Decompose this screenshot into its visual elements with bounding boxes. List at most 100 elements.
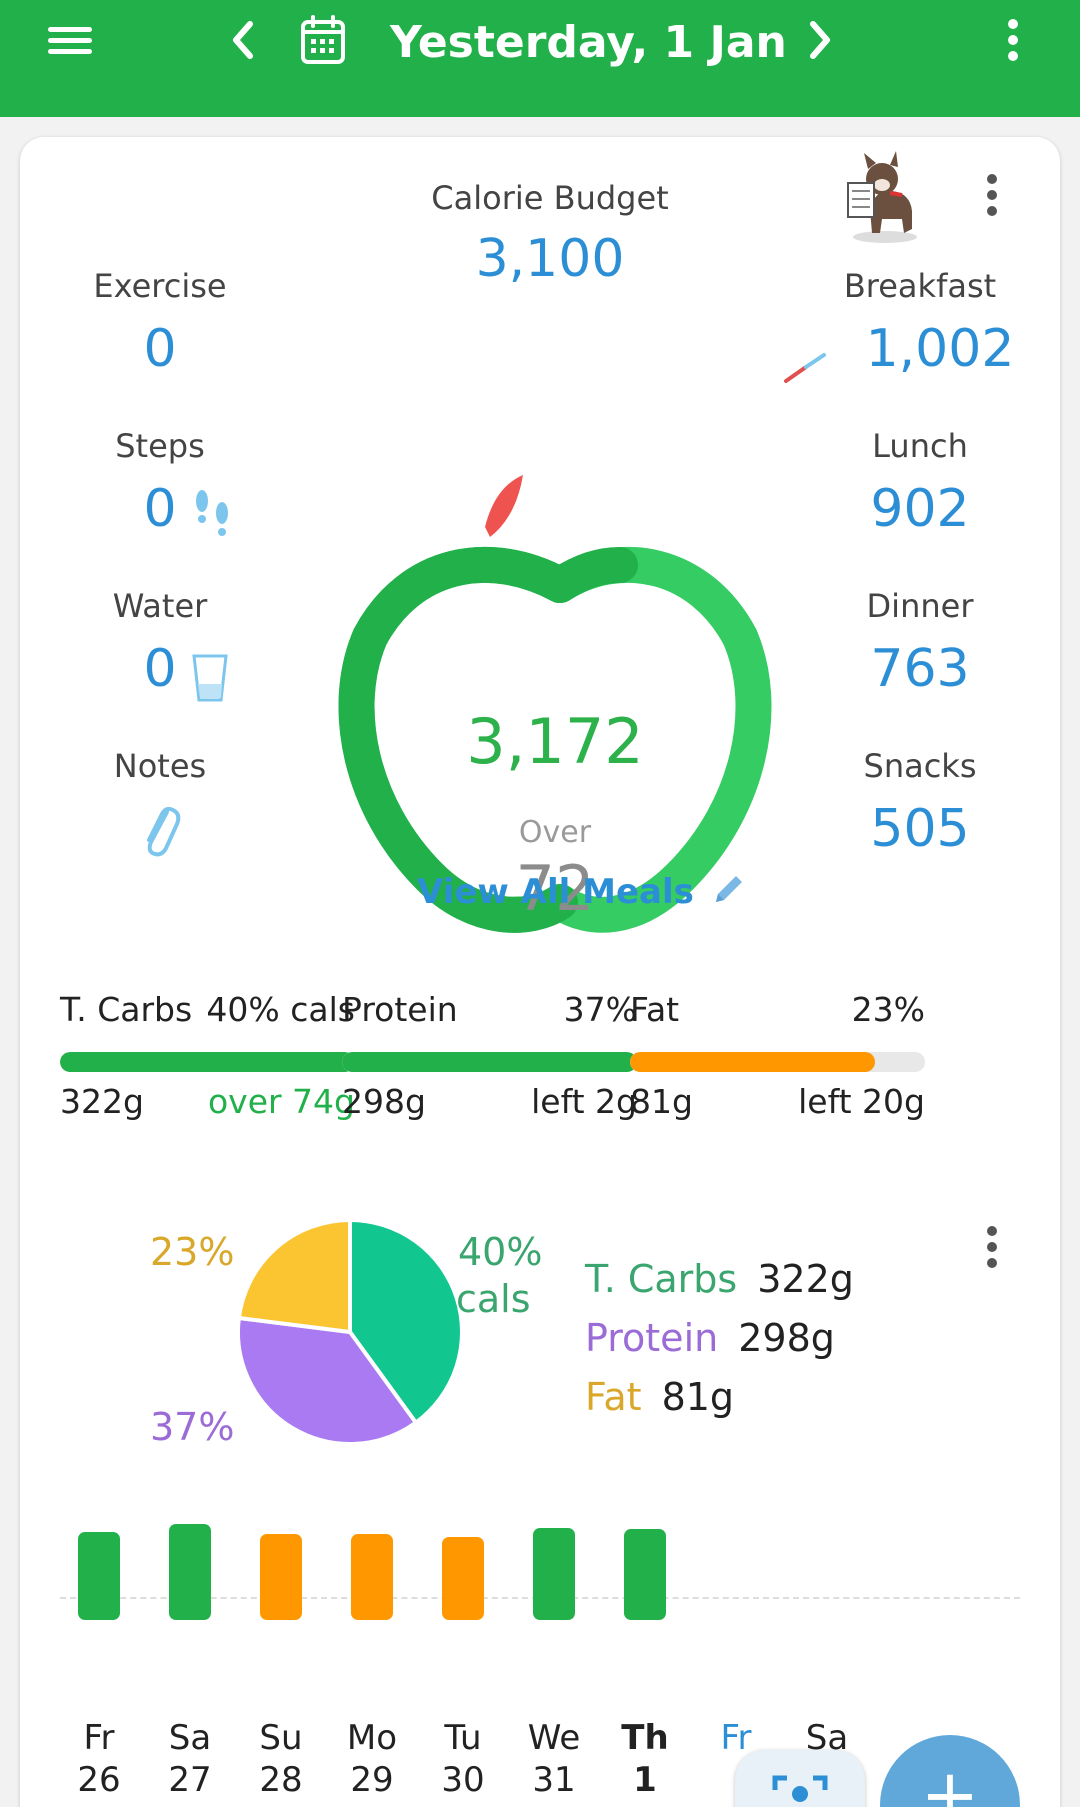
day-bar[interactable] [533, 1528, 575, 1620]
macro-1[interactable]: Protein 37% 298g left 2g [342, 990, 637, 1121]
macro-progress-bar [630, 1052, 925, 1072]
budget-value[interactable]: 3,100 [475, 229, 625, 289]
day-date: 26 [77, 1760, 121, 1800]
summary-card: Calorie Budget 3,100 Exercise 0 Steps 0 … [20, 137, 1060, 1807]
over-value: 72 [515, 852, 595, 925]
day-of-week: Tu [444, 1718, 482, 1758]
exercise-value[interactable]: 0 [143, 319, 177, 379]
macro-pct: 37% [563, 990, 637, 1029]
day-date: 27 [168, 1760, 212, 1800]
macro-progress-fill [630, 1052, 875, 1072]
consumed-total: 3,172 [466, 705, 644, 778]
dog-mascot-icon [830, 149, 930, 249]
macro-progress-fill [60, 1052, 355, 1072]
macro-pct: 40% cals [206, 990, 355, 1029]
legend-fat: Fat 81g [585, 1375, 734, 1419]
legend-protein: Protein 298g [585, 1316, 835, 1360]
day-bar[interactable] [442, 1537, 484, 1620]
macro-name: Protein [342, 990, 458, 1029]
footsteps-icon [190, 487, 236, 539]
day-label[interactable]: We 31 [509, 1717, 599, 1801]
day-date: 30 [441, 1760, 485, 1800]
macro-2[interactable]: Fat 23% 81g left 20g [630, 990, 925, 1121]
apple-ring-icon [338, 475, 772, 933]
pie-protein-pct: 37% [150, 1405, 235, 1449]
snacks-value[interactable]: 505 [870, 799, 970, 859]
day-date: 31 [532, 1760, 576, 1800]
pie-carbs-pct: 40% [458, 1230, 543, 1274]
pie-slice-t-carbs[interactable] [348, 1217, 464, 1426]
menu-icon[interactable] [40, 0, 100, 80]
macro-name: T. Carbs [60, 990, 193, 1029]
more-vert-icon[interactable] [990, 0, 1036, 80]
macro-status: left 20g [798, 1082, 925, 1121]
macro-progress-bar [342, 1052, 637, 1072]
legend-protein-value: 298g [738, 1316, 835, 1360]
view-all-meals-link[interactable]: View All Meals [417, 872, 694, 912]
day-date: 29 [350, 1760, 394, 1800]
day-label[interactable]: Mo 29 [327, 1717, 417, 1801]
dinner-value[interactable]: 763 [870, 639, 970, 699]
day-label[interactable]: Tu 30 [418, 1717, 508, 1801]
day-of-week: We [527, 1718, 581, 1758]
calendar-icon[interactable] [295, 0, 350, 80]
pie-fat-pct: 23% [150, 1230, 235, 1274]
day-label[interactable]: Su 28 [236, 1717, 326, 1801]
day-of-week: Fr [83, 1718, 115, 1758]
scan-icon [772, 1775, 828, 1802]
chevron-right-icon[interactable] [795, 0, 845, 80]
macro-pie-chart[interactable] [230, 1212, 470, 1452]
legend-fat-name: Fat [585, 1375, 642, 1419]
pie-more-icon[interactable] [980, 1225, 1004, 1271]
macro-pct: 23% [851, 990, 925, 1029]
day-label[interactable]: Sa 27 [145, 1717, 235, 1801]
water-value[interactable]: 0 [143, 639, 177, 699]
lunch-value[interactable]: 902 [870, 479, 970, 539]
macro-grams: 322g [60, 1082, 144, 1121]
day-label[interactable]: Fr [691, 1717, 781, 1759]
pie-slice-fat[interactable] [236, 1217, 352, 1335]
breakfast-value[interactable]: 1,002 [865, 319, 1015, 379]
pie-carbs-unit: cals [456, 1277, 531, 1321]
water-glass-icon[interactable] [190, 652, 230, 704]
day-bar[interactable] [78, 1532, 120, 1620]
steps-label: Steps [115, 427, 205, 465]
lunch-label: Lunch [872, 427, 968, 465]
over-label: Over [518, 815, 592, 850]
macro-status: over 74g [207, 1082, 355, 1121]
app-header: Yesterday, 1 Jan [0, 0, 1080, 117]
day-bar[interactable] [260, 1534, 302, 1620]
day-of-week: Fr [720, 1718, 752, 1758]
day-bar[interactable] [624, 1529, 666, 1620]
date-title[interactable]: Yesterday, 1 Jan [390, 17, 787, 68]
day-bar[interactable] [169, 1524, 211, 1620]
day-of-week: Mo [346, 1718, 398, 1758]
budget-label: Calorie Budget [431, 179, 669, 217]
legend-carbs-name: T. Carbs [585, 1257, 738, 1301]
pencil-icon[interactable] [710, 870, 746, 910]
macro-progress-bar [60, 1052, 355, 1072]
notes-label: Notes [113, 747, 207, 785]
water-label: Water [112, 587, 208, 625]
paperclip-icon[interactable] [135, 802, 185, 860]
pie-slice-protein[interactable] [236, 1315, 419, 1446]
dinner-label: Dinner [866, 587, 974, 625]
scan-food-button[interactable] [735, 1750, 865, 1807]
day-label[interactable]: Th 1 [600, 1717, 690, 1801]
day-date: 1 [633, 1760, 657, 1800]
macro-progress-fill [342, 1052, 637, 1072]
legend-fat-value: 81g [661, 1375, 735, 1419]
day-date: 28 [259, 1760, 303, 1800]
legend-protein-name: Protein [585, 1316, 719, 1360]
calorie-apple[interactable]: 3,172 Over 72 [320, 337, 790, 957]
day-bar[interactable] [351, 1534, 393, 1620]
day-of-week: Sa [168, 1718, 212, 1758]
macro-0[interactable]: T. Carbs 40% cals 322g over 74g [60, 990, 355, 1121]
snacks-label: Snacks [863, 747, 977, 785]
chevron-left-icon[interactable] [218, 0, 268, 80]
steps-value[interactable]: 0 [143, 479, 177, 539]
legend-carbs-value: 322g [757, 1257, 854, 1301]
card-more-icon[interactable] [980, 173, 1004, 219]
day-label[interactable]: Fr 26 [54, 1717, 144, 1801]
macro-grams: 298g [342, 1082, 426, 1121]
